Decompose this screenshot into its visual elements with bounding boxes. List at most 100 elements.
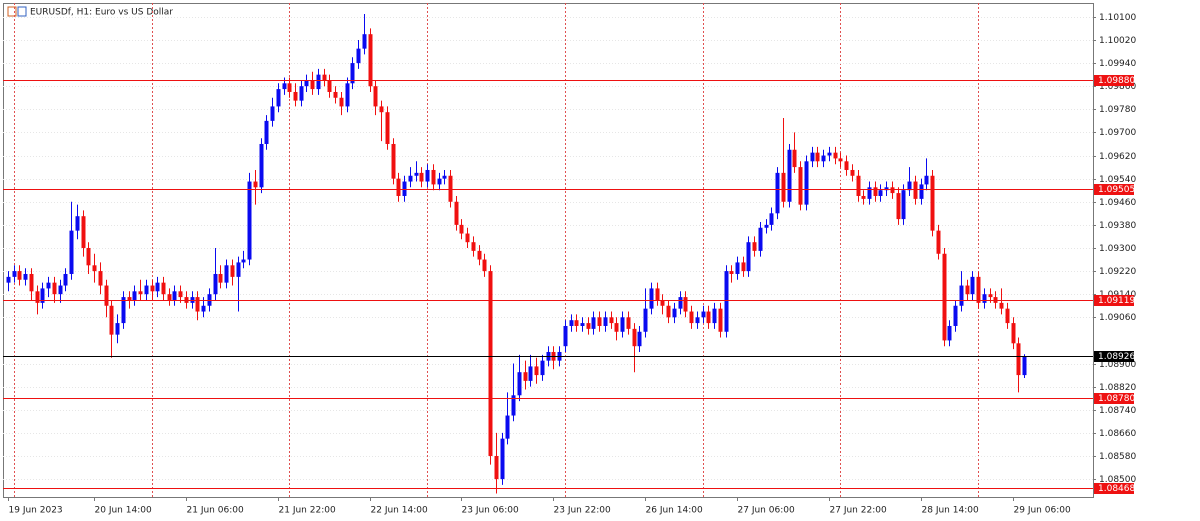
candle-body	[75, 216, 80, 231]
level-line-label: 1.09880	[1098, 76, 1135, 86]
candle-body	[873, 187, 878, 196]
y-tick-label: 1.08740	[1099, 406, 1136, 416]
candle-body	[683, 297, 688, 312]
level-line-label: 1.09505	[1098, 185, 1135, 195]
candle-body	[689, 311, 694, 324]
x-tick-label: 28 Jun 14:00	[922, 506, 979, 516]
candle-body	[643, 308, 648, 332]
candle-body	[591, 317, 596, 329]
candle-body	[98, 271, 103, 286]
candle-body	[350, 63, 355, 84]
candle-body	[511, 395, 516, 416]
candle-body	[437, 178, 442, 185]
candle-body	[127, 297, 132, 300]
candle-body	[936, 230, 941, 254]
candle-body	[218, 273, 223, 283]
candle-body	[236, 262, 241, 277]
candle-body	[976, 276, 981, 303]
candle-body	[523, 372, 528, 381]
candle-body	[867, 187, 872, 199]
candle-body	[391, 143, 396, 179]
candle-body	[465, 233, 470, 243]
candle-body	[322, 74, 327, 81]
candle-body	[63, 273, 68, 286]
candle-body	[1011, 323, 1016, 344]
candle-body	[104, 285, 109, 306]
y-tick-label: 1.08660	[1099, 429, 1136, 439]
candle-body	[603, 317, 608, 326]
candle-body	[333, 91, 338, 98]
candle-body	[419, 172, 424, 182]
candle-body	[609, 317, 614, 324]
candle-body	[695, 317, 700, 324]
candle-body	[574, 320, 579, 326]
level-line-label-box	[1094, 483, 1134, 494]
y-tick-label: 1.09460	[1099, 198, 1136, 208]
candle-body	[856, 175, 861, 196]
y-tick-label: 1.08900	[1099, 360, 1136, 370]
candle-body	[901, 190, 906, 220]
candle-body	[339, 97, 344, 107]
candle-body	[517, 372, 522, 396]
candle-body	[12, 271, 17, 277]
candle-body	[172, 291, 177, 300]
candle-body	[241, 259, 246, 263]
candle-body	[92, 265, 97, 272]
candle-body	[775, 172, 780, 214]
x-tick-label: 29 Jun 06:00	[1014, 506, 1071, 516]
x-tick-label: 21 Jun 22:00	[279, 506, 336, 516]
y-tick-label: 1.08500	[1099, 475, 1136, 485]
candle-body	[764, 224, 769, 228]
candle-body	[1016, 343, 1021, 376]
candle-body	[52, 282, 57, 295]
candle-body	[505, 415, 510, 439]
candle-body	[706, 311, 711, 324]
candle-body	[626, 317, 631, 329]
x-tick-label: 27 Jun 22:00	[830, 506, 887, 516]
candle-body	[81, 216, 86, 248]
candle-body	[373, 86, 378, 107]
candle-body	[787, 149, 792, 202]
candle-body	[970, 276, 975, 295]
y-tick-label: 1.08820	[1099, 383, 1136, 393]
candle-body	[293, 91, 298, 101]
level-line-label-box	[1094, 184, 1134, 195]
level-line-label-box	[1094, 75, 1134, 86]
y-tick-label: 1.09540	[1099, 175, 1136, 185]
candle-body	[316, 74, 321, 90]
x-tick-label: 23 Jun 06:00	[462, 506, 519, 516]
candle-body	[121, 297, 126, 324]
candle-body	[993, 297, 998, 303]
symbol-icon	[7, 6, 27, 17]
candle-body	[861, 195, 866, 199]
candle-body	[299, 86, 304, 101]
candle-body	[402, 181, 407, 196]
candle-body	[224, 265, 229, 283]
candle-body	[431, 169, 436, 185]
candle-body	[23, 273, 28, 280]
candle-body	[150, 285, 155, 292]
candle-body	[540, 360, 545, 376]
candle-body	[769, 213, 774, 225]
candle-body	[1005, 308, 1010, 324]
candle-body	[259, 143, 264, 188]
candle-body	[878, 190, 883, 196]
x-tick-label: 22 Jun 14:00	[371, 506, 428, 516]
candle-body	[810, 152, 815, 162]
candle-body	[930, 175, 935, 231]
candle-body	[844, 161, 849, 170]
candle-body	[620, 317, 625, 332]
candle-body	[425, 169, 430, 182]
candle-body	[161, 282, 166, 295]
candle-body	[448, 175, 453, 202]
candle-body	[207, 294, 212, 306]
candle-body	[6, 276, 11, 283]
candle-body	[953, 305, 958, 326]
candle-body	[482, 259, 487, 272]
y-tick-label: 1.09940	[1099, 59, 1136, 69]
candle-body	[86, 247, 91, 266]
chart-title: EURUSDf, H1: Euro vs US Dollar	[30, 8, 173, 18]
candle-body	[632, 328, 637, 347]
